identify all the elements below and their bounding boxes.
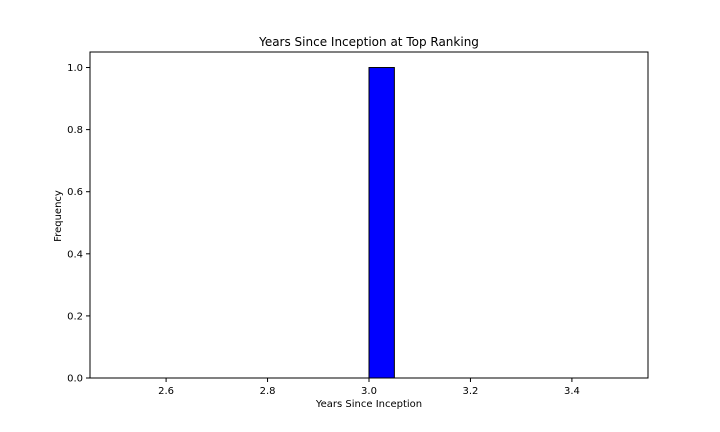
y-tick-label-4: 0.8 (67, 125, 83, 136)
y-axis-label: Frequency (53, 190, 64, 242)
x-tick-label-0: 2.6 (158, 386, 174, 397)
histogram-bar-0 (368, 67, 395, 379)
x-tick-label-4: 3.4 (564, 386, 580, 397)
y-tick-label-2: 0.4 (67, 249, 83, 260)
y-tick-label-0: 0.0 (67, 374, 83, 385)
plot-area: 2.6 2.8 3.0 3.2 3.4 0.0 0.2 0.4 0.6 0.8 1.0 (67, 51, 649, 397)
x-tick-label-2: 3.0 (361, 386, 377, 397)
chart-title: Years Since Inception at Top Ranking (258, 35, 479, 49)
y-tick-label-5: 1.0 (67, 63, 83, 74)
x-axis-label: Years Since Inception (315, 399, 422, 410)
x-tick-label-3: 3.2 (463, 386, 479, 397)
y-tick-label-1: 0.2 (67, 311, 83, 322)
y-tick-label-3: 0.6 (67, 187, 83, 198)
x-tick-label-1: 2.8 (260, 386, 276, 397)
